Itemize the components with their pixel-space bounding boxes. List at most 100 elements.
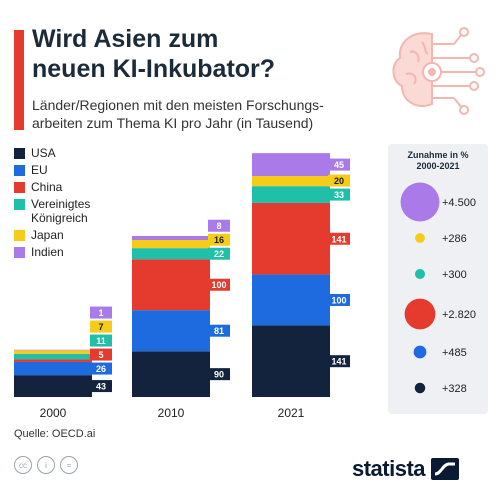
data-label-eu-2021: 100 (328, 293, 350, 306)
bar-china-2021 (252, 202, 330, 275)
growth-bubble-china (404, 298, 436, 330)
growth-bubble-indien (400, 182, 440, 222)
accent-bar (14, 30, 24, 130)
legend-label: Japan (31, 228, 64, 242)
cc-icon: cc (14, 456, 32, 474)
data-label-bg (328, 158, 350, 171)
data-label-bg (90, 362, 112, 375)
growth-bubble-eu (413, 345, 427, 359)
data-label-indien-2000: 1 (90, 306, 112, 319)
growth-label-japan: +286 (442, 233, 467, 245)
data-label-text: 11 (96, 336, 106, 346)
bar-vereinigtes-königreich-2021 (252, 186, 330, 203)
data-label-text: 45 (334, 160, 344, 170)
data-label-bg (208, 278, 230, 291)
data-label-japan-2010: 16 (208, 233, 230, 246)
data-label-vereinigtes-königreich-2010: 22 (208, 247, 230, 260)
brain-circuit-icon (392, 27, 485, 115)
statista-mark-icon (431, 458, 460, 480)
data-label-bg (90, 320, 112, 333)
license-icons: cc i = (14, 456, 83, 474)
data-label-bg (328, 232, 350, 245)
bar-indien-2021 (252, 153, 330, 177)
bar-eu-2000 (14, 361, 92, 376)
data-label-text: 8 (216, 221, 221, 231)
data-label-china-2000: 5 (90, 348, 112, 361)
growth-bubbles: +4.500 +286 +300 +2.820 +485 +328 (400, 182, 476, 395)
growth-bubble-usa (414, 382, 426, 394)
legend-item-vereinigtes-königreich: Vereinigtes Königreich (14, 197, 131, 225)
bar-china-2010 (132, 259, 210, 311)
data-label-japan-2021: 20 (328, 174, 350, 187)
nd-icon: = (60, 456, 78, 474)
x-tick-label-2000: 2000 (40, 406, 67, 420)
legend-item-usa: USA (14, 146, 131, 160)
data-label-bg (90, 348, 112, 361)
legend-swatch (14, 199, 25, 210)
data-label-bg (208, 219, 230, 232)
data-label-china-2010: 100 (208, 278, 230, 291)
data-label-bg (208, 324, 230, 337)
subtitle-line-2: arbeiten zum Thema KI pro Jahr (in Tause… (32, 115, 314, 131)
data-label-eu-2010: 81 (208, 324, 230, 337)
data-label-china-2021: 141 (328, 232, 350, 245)
data-label-usa-2000: 43 (90, 380, 112, 393)
legend-item-japan: Japan (14, 228, 131, 242)
bar-usa-2000 (14, 375, 92, 397)
data-label-text: 16 (214, 235, 224, 245)
brand-name: statista (352, 456, 426, 481)
data-label-text: 22 (214, 249, 224, 259)
subtitle-line-1: Länder/Regionen mit den meisten Forschun… (32, 97, 324, 113)
data-label-bg (90, 334, 112, 347)
data-label-vereinigtes-königreich-2021: 33 (328, 188, 350, 201)
data-label-text: 90 (214, 370, 224, 380)
data-label-bg (208, 247, 230, 260)
growth-title-line-2: 2000-2021 (416, 161, 460, 171)
data-label-text: 141 (331, 357, 346, 367)
bar-eu-2010 (132, 310, 210, 352)
data-label-bg (328, 355, 350, 368)
bar-usa-2010 (132, 351, 210, 397)
growth-title-line-1: Zunahme in % (407, 150, 469, 160)
legend-item-eu: EU (14, 163, 131, 177)
x-tick-label-2021: 2021 (278, 406, 305, 420)
growth-panel: Zunahme in % 2000-2021 +4.500 +286 +300 +2.… (388, 144, 488, 414)
bar-indien-2010 (132, 235, 210, 241)
growth-panel-title: Zunahme in % 2000-2021 (388, 150, 488, 172)
data-label-text: 5 (98, 350, 103, 360)
growth-label-eu: +485 (442, 347, 467, 359)
data-label-text: 33 (334, 190, 344, 200)
growth-label-usa: +328 (442, 383, 467, 395)
data-label-bg (90, 380, 112, 393)
bar-vereinigtes-königreich-2000 (14, 353, 92, 360)
data-label-text: 7 (98, 322, 103, 332)
bar-japan-2021 (252, 176, 330, 187)
data-label-bg (208, 368, 230, 381)
data-label-text: 100 (211, 280, 226, 290)
bar-japan-2010 (132, 240, 210, 249)
legend-label: EU (31, 163, 48, 177)
data-label-usa-2010: 90 (208, 368, 230, 381)
data-label-indien-2010: 8 (208, 219, 230, 232)
growth-label-vereinigtes-königreich: +300 (442, 269, 467, 281)
title-line-2: neuen KI-Inkubator? (32, 55, 276, 83)
data-label-text: 100 (331, 295, 346, 305)
legend-label: China (31, 180, 63, 194)
data-label-text: 141 (331, 234, 346, 244)
legend-swatch (14, 182, 25, 193)
data-label-text: 20 (334, 176, 344, 186)
legend-label: Vereinigtes Königreich (31, 197, 91, 225)
growth-bubble-japan (415, 233, 425, 243)
data-label-bg (328, 293, 350, 306)
data-label-text: 43 (96, 382, 106, 392)
data-label-indien-2021: 45 (328, 158, 350, 171)
source-note: Quelle: OECD.ai (14, 428, 96, 440)
chart-title: Wird Asien zum neuen KI-Inkubator? (32, 24, 372, 84)
legend-item-china: China (14, 180, 131, 194)
legend-swatch (14, 230, 25, 241)
data-label-bg (328, 174, 350, 187)
by-icon: i (37, 456, 55, 474)
bar-vereinigtes-königreich-2010 (132, 248, 210, 260)
legend-swatch (14, 247, 25, 258)
bar-indien-2000 (14, 349, 92, 351)
